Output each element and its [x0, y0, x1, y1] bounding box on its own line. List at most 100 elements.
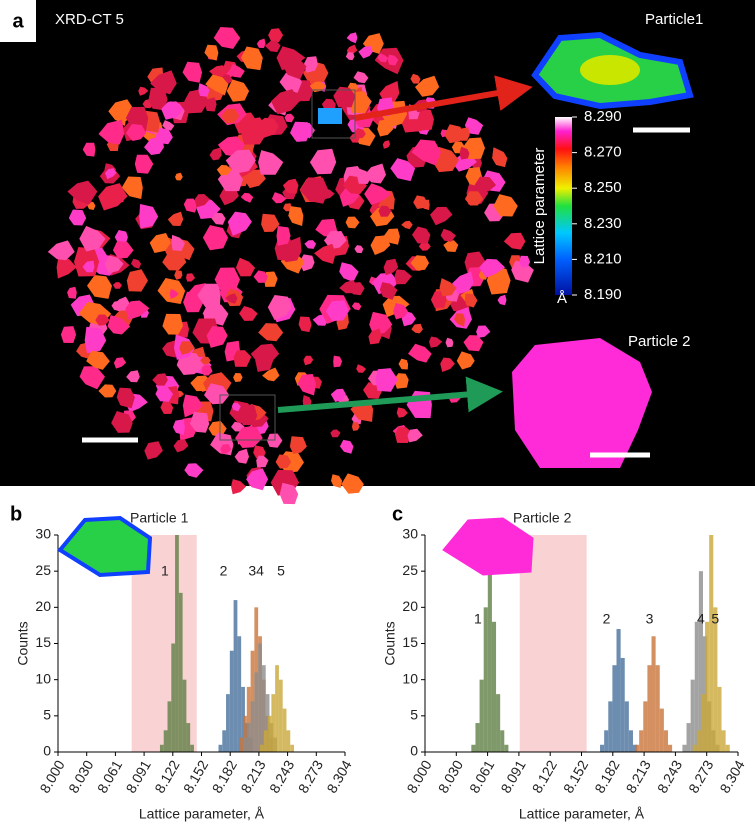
histogram-bar — [475, 723, 480, 752]
particle-inset — [580, 55, 640, 85]
particle — [454, 313, 465, 327]
particle — [309, 81, 327, 93]
particle — [107, 315, 131, 335]
histogram-bar — [254, 672, 259, 752]
particle — [179, 341, 195, 355]
series-label: 4 — [256, 563, 264, 579]
x-tick-label: 8.243 — [654, 757, 685, 796]
particle-inset — [442, 517, 534, 576]
particle — [282, 178, 299, 194]
particle — [82, 260, 95, 273]
particle — [290, 121, 311, 142]
series-label: 5 — [711, 611, 719, 627]
histogram-bar — [286, 730, 291, 752]
particle — [279, 482, 299, 505]
panel-letter: b — [10, 503, 22, 525]
particle — [267, 433, 283, 448]
histogram-bar — [261, 665, 266, 752]
particle — [235, 425, 263, 448]
particle — [221, 108, 240, 124]
particle — [297, 374, 316, 396]
particle — [479, 258, 506, 278]
particle — [229, 64, 245, 78]
particle — [204, 44, 219, 61]
particle — [387, 54, 399, 66]
histogram-bar — [717, 686, 722, 752]
particle — [339, 280, 358, 294]
particle — [271, 192, 287, 204]
particle — [256, 455, 269, 468]
particle — [148, 87, 168, 111]
particle — [162, 340, 178, 358]
histogram-bar — [222, 730, 227, 752]
histogram-bar — [243, 737, 247, 752]
particle — [411, 139, 442, 166]
particle — [440, 357, 455, 372]
particle — [393, 303, 408, 320]
series-label: 1 — [474, 611, 482, 627]
y-tick-label: 20 — [35, 598, 51, 614]
particle — [288, 206, 304, 226]
particle — [98, 183, 128, 211]
particle — [116, 387, 135, 409]
histogram-bar — [604, 730, 609, 752]
histogram-bar — [258, 643, 262, 752]
particle — [430, 206, 453, 226]
particle — [318, 108, 342, 124]
particle — [250, 343, 280, 366]
particle — [240, 117, 269, 145]
particle — [104, 255, 124, 274]
colorbar-tick-label: 8.230 — [584, 215, 622, 232]
x-tick-label: 8.000 — [403, 757, 434, 796]
x-tick-label: 8.091 — [497, 757, 528, 796]
particle — [226, 79, 250, 102]
histogram-bar — [682, 744, 687, 752]
x-tick-label: 8.030 — [65, 757, 96, 796]
particle — [172, 419, 185, 435]
particle — [511, 260, 534, 283]
sample-title: XRD-CT 5 — [55, 11, 124, 28]
particle — [86, 350, 110, 370]
particle — [205, 74, 229, 96]
particle — [492, 147, 508, 168]
particle — [246, 468, 269, 491]
histogram-panel: b1 2 3 4 50510152025308.0008.0308.0618.0918.… — [10, 503, 355, 821]
x-tick-label: 8.304 — [323, 757, 354, 796]
x-tick-label: 8.304 — [716, 757, 747, 796]
particle — [79, 225, 106, 252]
particle — [201, 365, 213, 376]
particle — [219, 187, 239, 206]
particle — [401, 220, 413, 230]
particle — [326, 230, 341, 244]
particle — [113, 357, 127, 369]
histogram-bar — [275, 665, 279, 752]
x-tick-label: 8.273 — [295, 757, 326, 796]
series-label: 3 — [248, 563, 256, 579]
particle — [440, 228, 456, 242]
particle — [211, 212, 226, 225]
particle — [302, 395, 312, 408]
histogram-bar — [163, 730, 168, 752]
particle — [443, 240, 459, 252]
histogram-bar — [182, 679, 187, 752]
particle — [240, 192, 254, 203]
particle — [87, 275, 112, 299]
particle — [149, 233, 171, 253]
particle — [378, 205, 392, 217]
particle — [370, 235, 391, 255]
particle — [284, 113, 295, 123]
particle — [98, 384, 117, 398]
particle — [519, 255, 531, 268]
particle — [476, 325, 491, 338]
histogram-bar — [624, 701, 629, 752]
particle — [121, 176, 143, 199]
y-tick-label: 5 — [410, 707, 418, 723]
particle — [155, 385, 174, 402]
particle — [198, 83, 210, 97]
particle — [412, 226, 431, 244]
panel-letter-box — [0, 0, 36, 42]
particle — [261, 213, 280, 232]
particle — [497, 294, 507, 306]
histogram-bar — [655, 665, 660, 752]
particle — [330, 388, 346, 402]
